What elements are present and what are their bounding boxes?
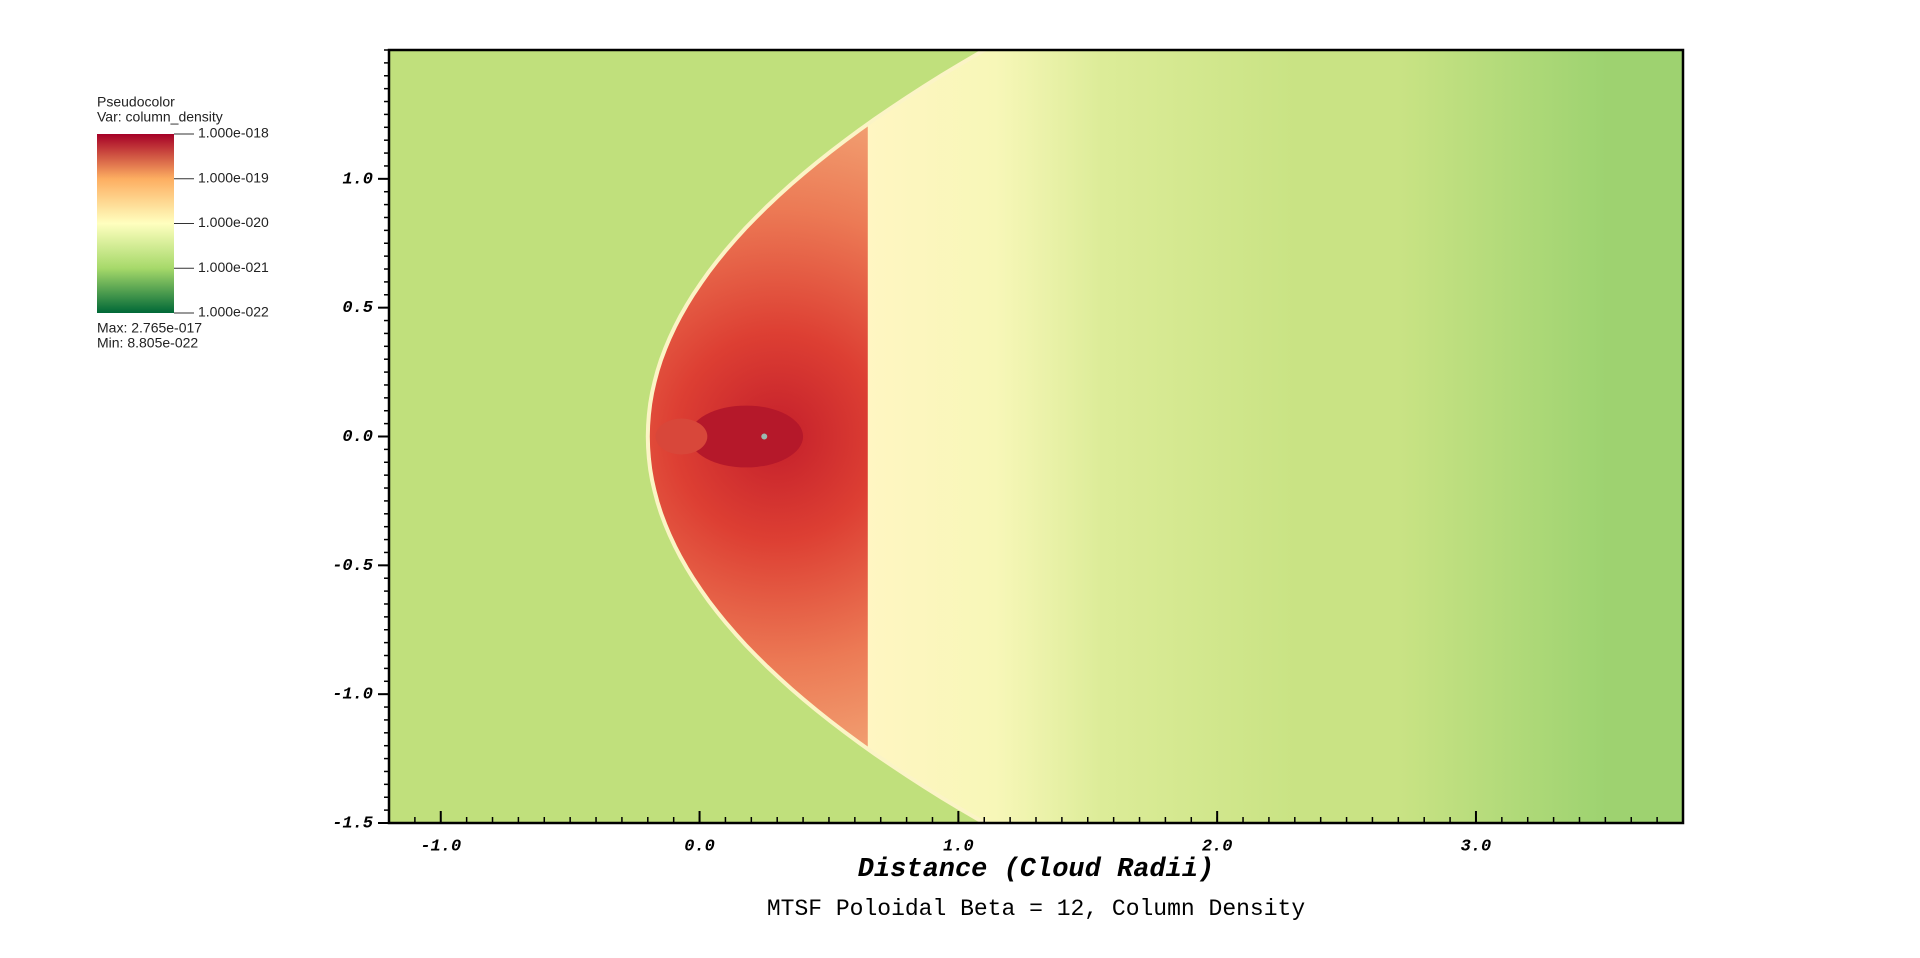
colorbar-tick-label: 1.000e-018: [198, 125, 269, 141]
x-tick-label: -1.0: [420, 837, 461, 856]
legend-title: Pseudocolor: [97, 94, 175, 110]
x-tick-label: 2.0: [1202, 837, 1233, 856]
legend-max: Max: 2.765e-017: [97, 320, 202, 336]
x-tick-label: 3.0: [1461, 837, 1492, 856]
colorbar-tick-label: 1.000e-022: [198, 304, 269, 320]
chart-title: MTSF Poloidal Beta = 12, Column Density: [767, 896, 1305, 922]
colorbar-tick-label: 1.000e-021: [198, 259, 269, 275]
y-tick-label: -1.0: [332, 686, 373, 705]
y-tick-label: 0.5: [342, 299, 373, 318]
downstream-region: [1398, 50, 1683, 823]
legend-variable: Var: column_density: [97, 109, 223, 125]
cloud-head: [655, 418, 708, 455]
x-axis-label: Distance (Cloud Radii): [858, 855, 1214, 885]
y-tick-label: -1.5: [332, 814, 373, 833]
y-tick-label: -0.5: [332, 557, 373, 576]
colorbar: [97, 134, 174, 313]
bow-shock: [645, 50, 989, 823]
y-tick-label: 0.0: [342, 428, 373, 447]
colorbar-tick-label: 1.000e-020: [198, 214, 269, 230]
x-tick-label: 1.0: [943, 837, 974, 856]
legend-min: Min: 8.805e-022: [97, 335, 198, 351]
cloud-core: [761, 433, 768, 440]
cloud: [689, 405, 804, 468]
y-tick-label: 1.0: [342, 170, 373, 189]
x-tick-label: 0.0: [684, 837, 715, 856]
colorbar-tick-label: 1.000e-019: [198, 169, 269, 185]
field-image: [389, 50, 1683, 823]
